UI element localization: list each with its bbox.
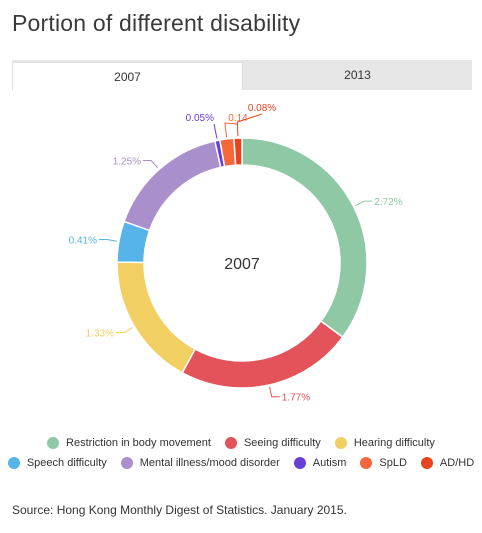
leader-line-speech-difficulty — [99, 239, 117, 242]
legend-swatch — [293, 457, 306, 469]
chart-title: Portion of different disability — [12, 10, 301, 36]
data-label-autism: 0.05% — [186, 113, 214, 124]
legend-label: Seeing difficulty — [243, 437, 321, 449]
legend-item-restriction-in-body-movement[interactable]: Restriction in body movement — [47, 437, 211, 449]
leader-line-restriction-in-body-movement — [355, 200, 373, 207]
data-label-spld: 0.14 — [228, 113, 248, 124]
legend-item-seeing-difficulty[interactable]: Seeing difficulty — [224, 437, 321, 449]
data-label-speech-difficulty: 0.41% — [69, 236, 97, 247]
legend-label: Hearing difficulty — [353, 437, 435, 449]
data-label-mental-illness: 1.25% — [113, 157, 141, 168]
legend-item-adhd[interactable]: AD/HD — [420, 457, 475, 469]
leader-line-spld — [224, 122, 239, 137]
legend-swatch — [334, 437, 347, 449]
legend-swatch — [7, 457, 20, 469]
leader-line-mental-illness — [143, 160, 159, 169]
center-label: 2007 — [224, 256, 260, 273]
legend-label: SpLD — [379, 457, 407, 469]
source-note: Source: Hong Kong Monthly Digest of Stat… — [12, 503, 347, 517]
legend-item-hearing-difficulty[interactable]: Hearing difficulty — [334, 437, 435, 449]
legend-swatch — [224, 437, 237, 449]
leader-line-seeing-difficulty — [269, 386, 280, 398]
legend-label: AD/HD — [439, 457, 475, 469]
leader-line-hearing-difficulty — [116, 327, 133, 334]
data-label-restriction-in-body-movement: 2.72% — [374, 197, 402, 208]
data-label-seeing-difficulty: 1.77% — [282, 393, 310, 404]
legend-swatch — [47, 437, 60, 449]
legend-item-speech-difficulty[interactable]: Speech difficulty — [7, 457, 107, 469]
donut-chart: 2.72% 1.77% 1.33% 0.41% 1.25% 0.05% 0.140.08% 2… — [69, 103, 403, 404]
legend-swatch — [120, 457, 133, 469]
legend-label: Speech difficulty — [26, 457, 107, 469]
slice-restriction-in-body-movement[interactable] — [241, 137, 368, 339]
tab-2007[interactable]: 2007 — [12, 62, 243, 90]
slice-mental-illness[interactable] — [123, 140, 222, 232]
leader-line-adhd — [236, 113, 263, 137]
slice-hearing-difficulty[interactable] — [116, 261, 197, 374]
legend-swatch — [360, 457, 373, 469]
legend-row: Speech difficulty Mental illness/mood dis… — [0, 457, 482, 469]
slice-adhd[interactable] — [233, 137, 243, 167]
slice-seeing-difficulty[interactable] — [181, 320, 344, 389]
legend-swatch — [420, 457, 433, 469]
year-tabs: 2007 2013 — [12, 60, 472, 90]
legend-item-spld[interactable]: SpLD — [360, 457, 407, 469]
leader-line-autism — [213, 123, 218, 139]
legend-item-autism[interactable]: Autism — [293, 457, 347, 469]
legend-label: Mental illness/mood disorder — [139, 457, 280, 469]
chart-legend: Restriction in body movement Seeing diffi… — [0, 437, 482, 477]
data-label-adhd: 0.08% — [248, 103, 276, 114]
legend-row: Restriction in body movement Seeing diffi… — [0, 437, 482, 449]
legend-item-mental-illness[interactable]: Mental illness/mood disorder — [120, 457, 280, 469]
data-label-hearing-difficulty: 1.33% — [86, 329, 114, 340]
legend-label: Autism — [312, 457, 347, 469]
tab-2013[interactable]: 2013 — [344, 68, 371, 82]
legend-label: Restriction in body movement — [66, 437, 211, 449]
